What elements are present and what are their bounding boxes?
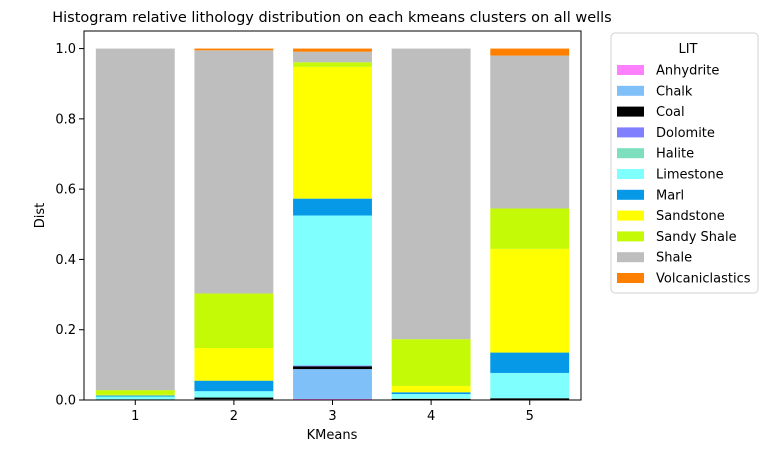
bar-segment-sandstone-1 [95,394,175,396]
bar-segment-shale-1 [95,48,175,391]
y-tick-label: 0.8 [55,112,76,127]
bar-segment-volcaniclastics-3 [293,48,372,52]
legend-label-limestone: Limestone [656,168,724,183]
legend-label-anhydrite: Anhydrite [656,64,719,79]
legend-swatch-shale [617,252,644,263]
bar-segment-sandy-shale-4 [391,339,471,386]
bar-segment-volcaniclastics-5 [490,48,570,56]
legend: LIT Anhydrite Chalk Coal Dolomite Halite Lime… [610,32,759,294]
x-axis-label: KMeans [307,428,358,443]
bar-segment-limestone-4 [391,394,471,399]
bar-segment-marl-1 [95,395,175,397]
y-axis-label: Dist [33,203,48,229]
y-tick-label: 0.0 [55,394,76,409]
y-tick-label: 0.6 [55,183,76,198]
bar-stack-1 [95,48,175,400]
bars-layer [95,48,570,400]
bar-stack-3 [293,48,372,400]
x-tick-label: 2 [230,409,238,424]
bar-segment-marl-4 [391,392,471,395]
x-tick-label: 5 [526,409,534,424]
legend-swatch-halite [617,148,644,159]
bar-segment-coal-4 [391,398,471,400]
legend-label-coal: Coal [656,105,685,120]
x-axis: 1 2 3 4 5 [131,400,534,424]
bar-segment-marl-3 [293,198,372,216]
legend-label-chalk: Chalk [656,84,693,99]
bar-segment-shale-5 [490,55,570,209]
legend-swatch-sandstone [617,210,644,221]
bar-segment-limestone-5 [490,372,570,399]
bar-segment-sandstone-2 [194,347,274,381]
bar-segment-halite-4 [391,398,471,399]
legend-label-sandstone: Sandstone [656,209,725,224]
legend-swatch-anhydrite [617,65,644,75]
legend-label-shale: Shale [656,251,692,266]
legend-label-sandy-shale: Sandy Shale [656,230,737,245]
x-tick-label: 3 [328,409,336,424]
bar-segment-sandy-shale-5 [490,208,570,249]
legend-swatch-marl [617,189,644,200]
bar-segment-limestone-1 [95,396,175,400]
legend-label-volcaniclastics: Volcaniclastics [656,272,751,287]
bar-segment-sandstone-4 [391,385,471,393]
x-tick-label: 1 [131,409,139,424]
bar-segment-sandy-shale-1 [95,390,175,395]
bar-stack-5 [490,48,570,400]
bar-segment-sandstone-3 [293,66,372,199]
bar-segment-marl-2 [194,380,274,392]
bar-segment-shale-4 [391,48,471,340]
bar-segment-coal-3 [293,366,372,370]
legend-swatch-volcaniclastics [617,273,644,283]
legend-label-marl: Marl [656,188,684,203]
y-tick-label: 0.2 [55,323,76,338]
legend-swatch-dolomite [617,127,644,138]
legend-swatch-limestone [617,169,644,179]
bar-segment-limestone-2 [194,391,274,398]
legend-items: Anhydrite Chalk Coal Dolomite Halite Limeston… [617,64,751,287]
bar-segment-coal-5 [490,398,570,400]
bar-segment-anhydrite-3 [293,398,372,400]
legend-title: LIT [678,42,697,57]
y-axis: 0.0 0.2 0.4 0.6 0.8 1.0 [55,42,84,409]
y-tick-label: 1.0 [55,42,76,57]
bar-stack-2 [194,48,274,400]
legend-swatch-sandy-shale [617,231,644,242]
legend-label-halite: Halite [656,147,694,162]
bar-segment-shale-3 [293,51,372,63]
bar-segment-sandy-shale-2 [194,293,274,348]
bar-segment-dolomite-3 [293,365,372,367]
bar-segment-marl-5 [490,352,570,373]
bar-segment-chalk-3 [293,369,372,399]
legend-frame [610,32,759,294]
legend-swatch-chalk [617,85,644,96]
bar-segment-sandy-shale-3 [293,62,372,67]
y-tick-label: 0.4 [55,253,76,268]
x-tick-label: 4 [427,409,435,424]
bar-segment-sandstone-5 [490,248,570,353]
bar-segment-shale-2 [194,50,274,294]
bar-segment-volcaniclastics-2 [194,48,274,51]
bar-segment-coal-2 [194,397,274,400]
legend-label-dolomite: Dolomite [656,126,715,141]
legend-swatch-coal [617,106,644,117]
bar-stack-4 [391,48,471,400]
chart-title: Histogram relative lithology distributio… [52,10,612,26]
bar-segment-limestone-3 [293,215,372,366]
